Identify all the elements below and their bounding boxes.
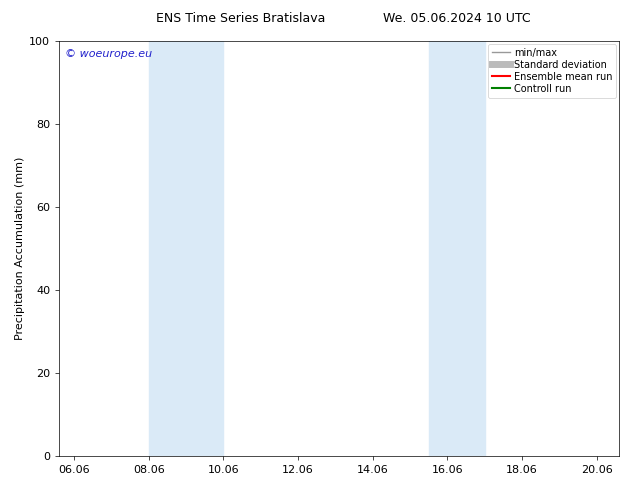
Text: We. 05.06.2024 10 UTC: We. 05.06.2024 10 UTC (383, 12, 530, 25)
Bar (149, 41, 223, 456)
Bar (429, 41, 484, 456)
Text: © woeurope.eu: © woeurope.eu (65, 49, 152, 59)
Text: ENS Time Series Bratislava: ENS Time Series Bratislava (156, 12, 326, 25)
Legend: min/max, Standard deviation, Ensemble mean run, Controll run: min/max, Standard deviation, Ensemble me… (488, 44, 616, 98)
Y-axis label: Precipitation Accumulation (mm): Precipitation Accumulation (mm) (15, 157, 25, 340)
